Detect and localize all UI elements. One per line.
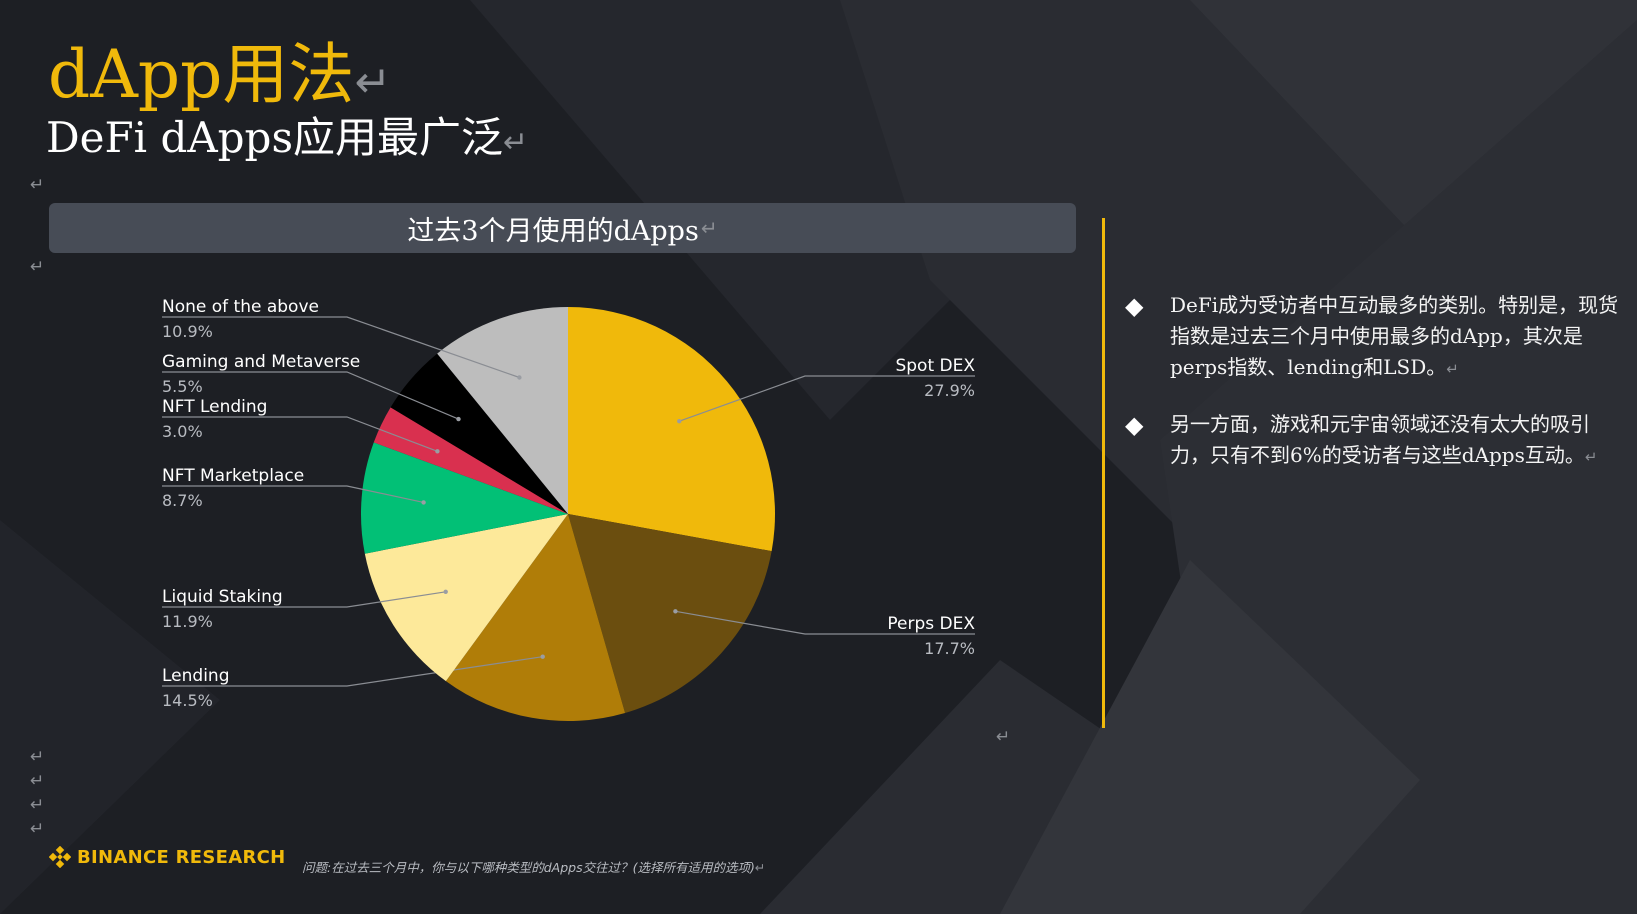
diamond-icon: ◆ (1125, 292, 1144, 320)
pie-slice-none-of-the-above (437, 307, 568, 514)
leader-line (162, 591, 446, 608)
return-mark: ↵ (30, 795, 45, 815)
bullet-list: ◆ DeFi成为受访者中互动最多的类别。特别是，现货指数是过去三个月中使用最多的… (1125, 290, 1625, 497)
leader-line (162, 371, 459, 420)
return-mark: ↵ (30, 747, 45, 767)
pie-slice-gaming-and-metaverse (390, 353, 568, 514)
leader-dot (443, 589, 448, 594)
leader-line (162, 485, 424, 503)
bullet-item: ◆ DeFi成为受访者中互动最多的类别。特别是，现货指数是过去三个月中使用最多的… (1125, 290, 1625, 385)
leader-dot (673, 609, 678, 614)
leader-line (162, 416, 438, 452)
slice-label: Perps DEX (887, 614, 975, 634)
slice-label: Liquid Staking (162, 587, 283, 607)
slice-label: Gaming and Metaverse (162, 352, 360, 372)
page-subtitle: DeFi dApps应用最广泛↵ (46, 113, 529, 162)
bullet-item: ◆ 另一方面，游戏和元宇宙领域还没有太大的吸引力，只有不到6%的受访者与这些dA… (1125, 409, 1625, 473)
leader-line (675, 610, 975, 635)
pie-slice-liquid-staking (364, 514, 568, 682)
leader-dot (677, 419, 682, 424)
slice-value: 5.5% (162, 377, 203, 396)
slice-label: NFT Lending (162, 397, 267, 417)
return-mark: ↵ (354, 57, 392, 108)
logo-text: BINANCE RESEARCH (77, 846, 286, 868)
slice-label: NFT Marketplace (162, 466, 304, 486)
leader-dot (456, 416, 461, 422)
slice-label: None of the above (162, 297, 319, 317)
slice-value: 3.0% (162, 422, 203, 441)
return-mark: ↵ (996, 727, 1011, 747)
chart-header: 过去3个月使用的dApps ↵ (49, 203, 1076, 253)
return-mark: ↵ (503, 125, 529, 160)
bullet-text: 另一方面，游戏和元宇宙领域还没有太大的吸引力，只有不到6%的受访者与这些dApp… (1170, 412, 1590, 467)
slice-value: 11.9% (162, 612, 213, 631)
return-mark: ↵ (1584, 448, 1598, 466)
slice-value: 17.7% (924, 639, 975, 658)
vertical-divider (1102, 218, 1105, 728)
return-mark: ↵ (30, 771, 45, 791)
leader-dot (540, 654, 545, 659)
slice-label: Lending (162, 666, 230, 686)
binance-diamond-icon (49, 846, 71, 868)
slice-label: Spot DEX (895, 356, 975, 376)
chart-title: 过去3个月使用的dApps (407, 215, 699, 247)
pie-slice-spot-dex (568, 307, 776, 552)
pie-slice-nft-lending (373, 407, 568, 514)
diamond-icon: ◆ (1125, 411, 1144, 439)
return-mark: ↵ (754, 860, 766, 875)
return-mark: ↵ (700, 216, 718, 240)
leader-dot (421, 500, 426, 505)
slice-value: 27.9% (924, 381, 975, 400)
binance-research-logo: BINANCE RESEARCH (49, 846, 286, 868)
page-title: dApp用法↵ (48, 36, 392, 113)
leader-line (679, 375, 975, 422)
footnote: 问题:在过去三个月中，你与以下哪种类型的dApps交往过？(选择所有适用的选项)… (302, 860, 766, 875)
return-mark: ↵ (30, 819, 45, 839)
pie-slice-perps-dex (568, 514, 772, 713)
slice-value: 8.7% (162, 491, 203, 510)
leader-dot (435, 449, 440, 454)
slice-value: 10.9% (162, 322, 213, 341)
slice-value: 14.5% (162, 691, 213, 710)
pie-slice-nft-marketplace (360, 442, 568, 554)
return-mark: ↵ (1446, 360, 1459, 378)
return-mark: ↵ (30, 175, 45, 195)
leader-line (162, 656, 543, 687)
leader-dot (517, 375, 522, 380)
leader-line (162, 316, 520, 379)
pie-slice-lending (445, 514, 626, 722)
bullet-text: DeFi成为受访者中互动最多的类别。特别是，现货指数是过去三个月中使用最多的dA… (1170, 293, 1619, 379)
return-mark: ↵ (30, 257, 45, 277)
